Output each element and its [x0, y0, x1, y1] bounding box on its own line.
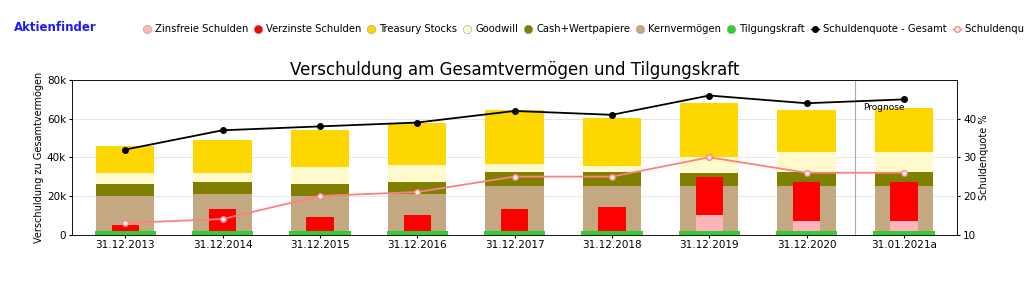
Bar: [291, 196, 349, 235]
Bar: [388, 182, 446, 190]
Bar: [403, 215, 431, 235]
Bar: [874, 152, 933, 172]
Bar: [874, 181, 933, 186]
Bar: [96, 146, 155, 173]
Bar: [194, 182, 252, 190]
Bar: [793, 182, 820, 221]
Bar: [598, 208, 626, 235]
Bar: [291, 184, 349, 192]
Bar: [194, 140, 252, 173]
Bar: [94, 231, 156, 235]
Bar: [485, 172, 544, 181]
Title: Verschuldung am Gesamtvermögen und Tilgungskraft: Verschuldung am Gesamtvermögen und Tilgu…: [290, 61, 739, 79]
Bar: [387, 231, 447, 235]
Bar: [874, 186, 933, 235]
Bar: [777, 172, 836, 181]
Bar: [680, 103, 738, 157]
Bar: [112, 225, 139, 235]
Bar: [583, 181, 641, 186]
Y-axis label: Schuldenquote %: Schuldenquote %: [979, 115, 989, 200]
Bar: [777, 186, 836, 235]
Bar: [776, 231, 838, 235]
Bar: [873, 231, 935, 235]
Bar: [485, 110, 544, 164]
Bar: [291, 192, 349, 196]
Bar: [695, 215, 723, 235]
Bar: [890, 221, 918, 235]
Bar: [485, 186, 544, 235]
Bar: [96, 196, 155, 235]
Bar: [306, 217, 334, 235]
Y-axis label: Verschuldung zu Gesamtvermögen: Verschuldung zu Gesamtvermögen: [34, 72, 44, 243]
Bar: [582, 231, 642, 235]
Bar: [191, 231, 253, 235]
Bar: [484, 231, 545, 235]
Bar: [194, 173, 252, 182]
Bar: [680, 173, 738, 180]
Bar: [485, 164, 544, 172]
Bar: [388, 123, 446, 165]
Bar: [777, 110, 836, 152]
Bar: [388, 190, 446, 194]
Legend: Zinsfreie Schulden, Verzinste Schulden, Treasury Stocks, Goodwill, Cash+Wertpapi: Zinsfreie Schulden, Verzinste Schulden, …: [138, 20, 1024, 38]
Bar: [679, 231, 740, 235]
Text: Aktienfinder: Aktienfinder: [14, 21, 97, 34]
Bar: [291, 130, 349, 167]
Bar: [96, 173, 155, 184]
Bar: [874, 108, 933, 152]
Bar: [583, 166, 641, 172]
Bar: [291, 167, 349, 184]
Bar: [96, 184, 155, 192]
Bar: [209, 209, 237, 235]
Bar: [777, 152, 836, 172]
Text: Prognose: Prognose: [863, 103, 904, 112]
Bar: [583, 172, 641, 181]
Bar: [874, 172, 933, 181]
Bar: [890, 182, 918, 221]
Bar: [388, 165, 446, 182]
Bar: [583, 118, 641, 166]
Bar: [289, 231, 350, 235]
Bar: [388, 194, 446, 235]
Bar: [194, 190, 252, 194]
Bar: [96, 192, 155, 196]
Bar: [501, 209, 528, 235]
Bar: [583, 186, 641, 235]
Bar: [680, 157, 738, 173]
Bar: [793, 221, 820, 235]
Bar: [680, 180, 738, 186]
Bar: [194, 194, 252, 235]
Bar: [485, 181, 544, 186]
Bar: [695, 177, 723, 215]
Bar: [777, 181, 836, 186]
Bar: [680, 186, 738, 235]
